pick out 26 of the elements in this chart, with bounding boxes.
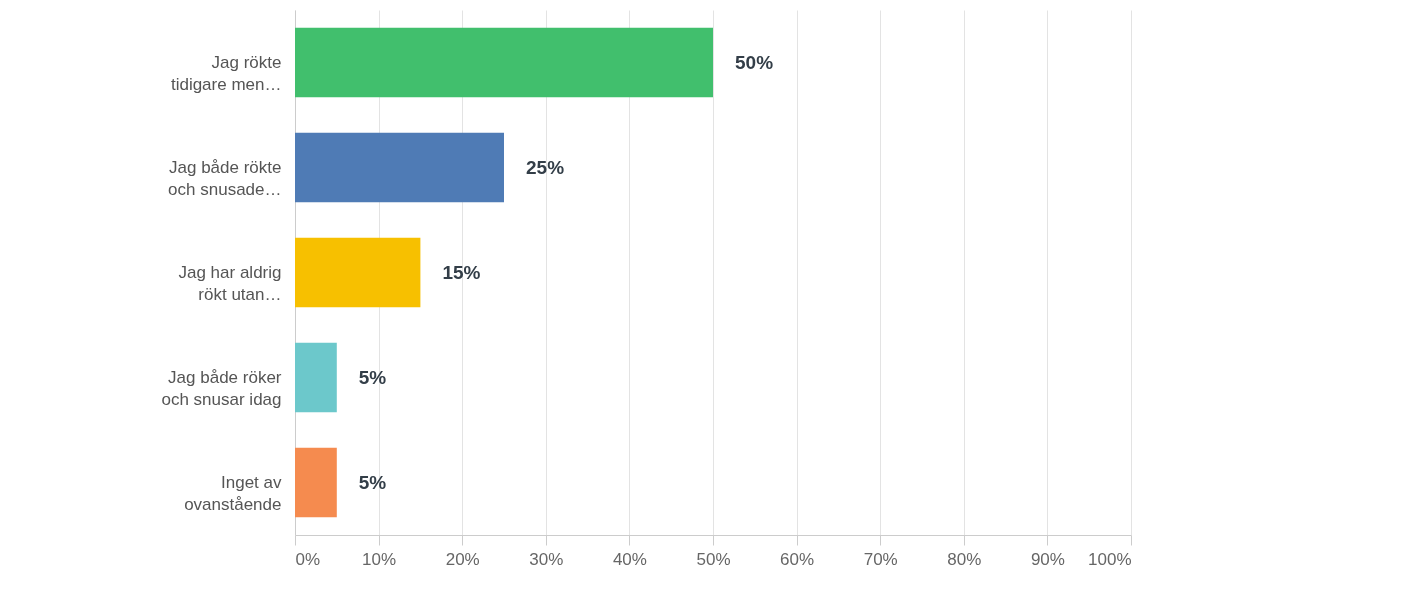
x-tick-label: 10% xyxy=(362,549,397,569)
data-label: 25% xyxy=(526,156,565,178)
bar xyxy=(295,132,504,203)
x-tick-label: 70% xyxy=(863,549,898,569)
bar xyxy=(295,447,337,518)
data-label: 5% xyxy=(358,471,387,493)
data-label: 15% xyxy=(442,261,481,283)
y-tick-label: Inget av ovanstående xyxy=(184,472,282,514)
y-tick-label: Jag både rökte och snusade… xyxy=(168,157,282,199)
y-tick-label: Jag rökte tidigare men… xyxy=(170,52,282,94)
x-tick-label: 20% xyxy=(445,549,480,569)
x-tick-label: 50% xyxy=(696,549,731,569)
bar xyxy=(295,342,337,413)
bar xyxy=(295,237,421,308)
y-tick-label: Jag både röker och snusar idag xyxy=(161,367,282,409)
x-tick-label: 40% xyxy=(612,549,647,569)
x-tick-label: 0% xyxy=(295,549,321,569)
bar xyxy=(295,27,713,98)
y-tick-label: Jag har aldrig rökt utan… xyxy=(178,262,282,304)
x-tick-label: 60% xyxy=(780,549,815,569)
data-label: 5% xyxy=(358,366,387,388)
x-tick-label: 100% xyxy=(1088,549,1132,569)
data-label: 50% xyxy=(735,51,774,73)
x-tick-label: 90% xyxy=(1030,549,1065,569)
x-tick-label: 80% xyxy=(947,549,982,569)
x-tick-label: 30% xyxy=(529,549,564,569)
